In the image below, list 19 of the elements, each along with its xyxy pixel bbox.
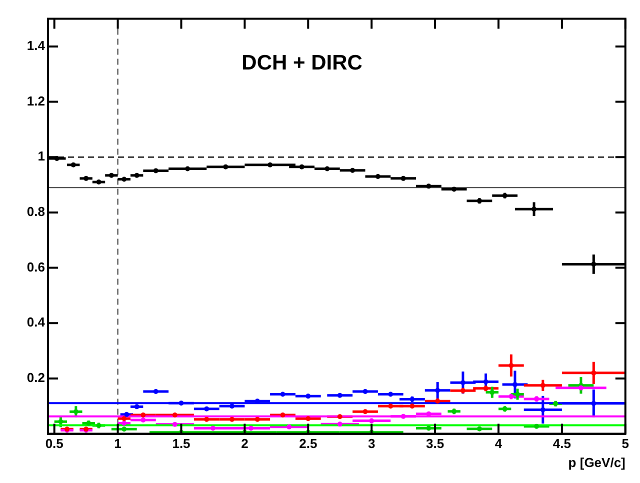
x-tick-label: 2.5 [299, 436, 318, 452]
y-tick-label: 0.4 [26, 314, 46, 330]
y-tick-label: 1 [38, 148, 45, 164]
y-tick-label: 0.8 [26, 204, 45, 220]
x-tick-label: 5 [622, 436, 629, 452]
y-tick-label: 1.4 [26, 38, 46, 54]
x-tick-label: 2 [241, 436, 248, 452]
x-tick-label: 3 [368, 436, 376, 452]
x-tick-label: 4 [494, 436, 503, 452]
y-tick-label: 0.6 [26, 259, 45, 274]
x-tick-label: 4.5 [552, 436, 571, 452]
x-tick-label: 0.5 [45, 436, 64, 452]
x-axis-title: p [GeV/c] [568, 454, 626, 470]
x-tick-label: 1.5 [172, 436, 190, 452]
y-tick-label: 1.2 [26, 93, 45, 108]
text: DCH + DIRC [242, 52, 362, 75]
x-tick-label: 3.5 [426, 436, 444, 452]
y-tick-label: 0.2 [26, 370, 45, 386]
x-tick-label: 1 [114, 436, 122, 452]
